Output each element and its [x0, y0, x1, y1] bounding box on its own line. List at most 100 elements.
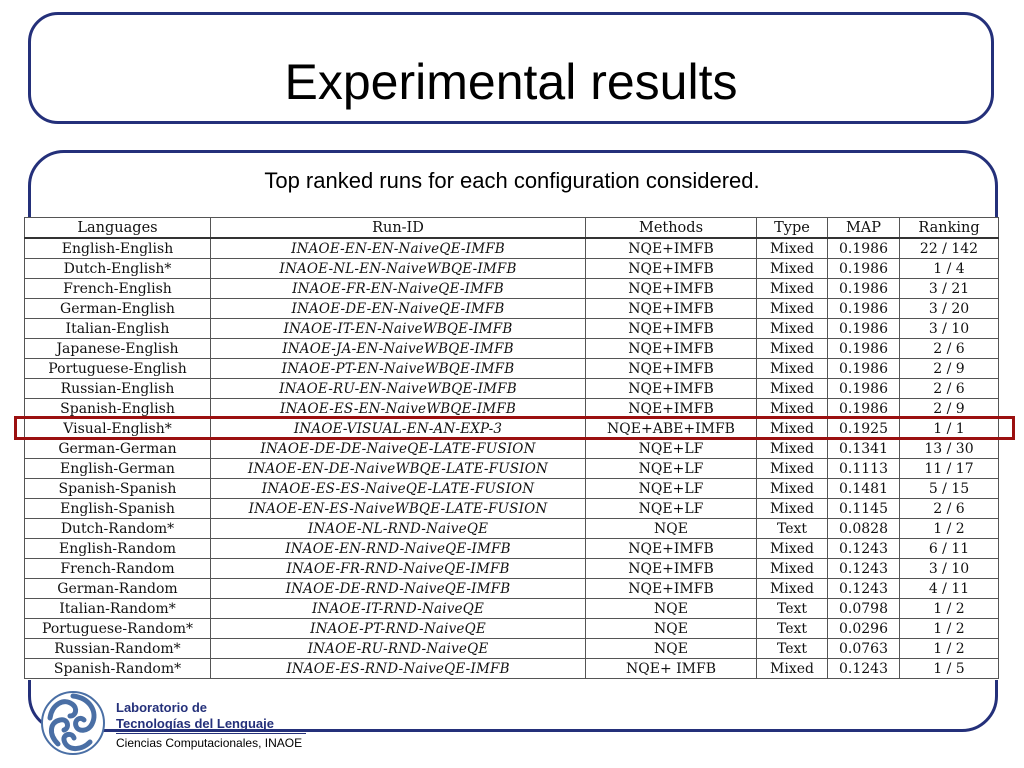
cell-type: Text [756, 618, 828, 639]
results-table: Languages Run-ID Methods Type MAP Rankin… [24, 217, 999, 679]
footer-divider [116, 733, 306, 734]
cell-run-id: INAOE-FR-EN-NaiveQE-IMFB [210, 278, 586, 299]
cell-ranking: 2 / 6 [899, 498, 999, 519]
cell-methods: NQE+IMFB [585, 398, 757, 419]
cell-languages: English-English [24, 237, 211, 259]
cell-map: 0.1145 [827, 498, 900, 519]
table-row: Russian-English INAOE-RU-EN-NaiveWBQE-IMF… [24, 378, 999, 399]
cell-map: 0.1113 [827, 458, 900, 479]
cell-run-id: INAOE-RU-EN-NaiveWBQE-IMFB [210, 378, 586, 399]
table-row: Dutch-Random* INAOE-NL-RND-NaiveQE NQE Text… [24, 518, 999, 539]
table-row: English-Spanish INAOE-EN-ES-NaiveWBQE-LAT… [24, 498, 999, 519]
inaoe-spiral-logo-icon [41, 691, 105, 755]
cell-run-id: INAOE-NL-EN-NaiveWBQE-IMFB [210, 258, 586, 279]
cell-type: Mixed [756, 378, 828, 399]
cell-ranking: 2 / 6 [899, 378, 999, 399]
cell-run-id: INAOE-PT-RND-NaiveQE [210, 618, 586, 639]
cell-ranking: 1 / 4 [899, 258, 999, 279]
column-header-map: MAP [827, 217, 900, 239]
cell-type: Mixed [756, 538, 828, 559]
cell-map: 0.1481 [827, 478, 900, 499]
cell-run-id: INAOE-VISUAL-EN-AN-EXP-3 [210, 418, 586, 439]
column-header-ranking: Ranking [899, 217, 999, 239]
table-body: English-English INAOE-EN-EN-NaiveQE-IMFB N… [24, 237, 999, 679]
cell-map: 0.1986 [827, 318, 900, 339]
cell-run-id: INAOE-FR-RND-NaiveQE-IMFB [210, 558, 586, 579]
cell-ranking: 13 / 30 [899, 438, 999, 459]
lab-name-line2: Tecnologías del Lenguaje [116, 716, 274, 731]
table-row: French-English INAOE-FR-EN-NaiveQE-IMFB NQ… [24, 278, 999, 299]
table-row: Spanish-English INAOE-ES-EN-NaiveWBQE-IMF… [24, 398, 999, 419]
cell-methods: NQE+IMFB [585, 278, 757, 299]
table-row: Spanish-Spanish INAOE-ES-ES-NaiveQE-LATE-… [24, 478, 999, 499]
cell-map: 0.1986 [827, 338, 900, 359]
cell-methods: NQE+IMFB [585, 258, 757, 279]
table-row: English-English INAOE-EN-EN-NaiveQE-IMFB N… [24, 237, 999, 259]
cell-methods: NQE+ IMFB [585, 658, 757, 679]
cell-map: 0.1925 [827, 418, 900, 439]
cell-methods: NQE+IMFB [585, 538, 757, 559]
cell-ranking: 2 / 9 [899, 398, 999, 419]
cell-run-id: INAOE-EN-EN-NaiveQE-IMFB [210, 237, 586, 259]
cell-type: Mixed [756, 278, 828, 299]
cell-languages: Dutch-Random* [24, 518, 211, 539]
cell-run-id: INAOE-ES-RND-NaiveQE-IMFB [210, 658, 586, 679]
cell-run-id: INAOE-IT-EN-NaiveWBQE-IMFB [210, 318, 586, 339]
cell-type: Text [756, 598, 828, 619]
cell-ranking: 1 / 2 [899, 518, 999, 539]
cell-methods: NQE+IMFB [585, 578, 757, 599]
cell-type: Mixed [756, 237, 828, 259]
cell-languages: Spanish-English [24, 398, 211, 419]
cell-ranking: 1 / 2 [899, 638, 999, 659]
table-row: Dutch-English* INAOE-NL-EN-NaiveWBQE-IMFB… [24, 258, 999, 279]
lab-name-line1: Laboratorio de [116, 700, 208, 715]
cell-map: 0.1243 [827, 658, 900, 679]
table-row: Japanese-English INAOE-JA-EN-NaiveWBQE-IM… [24, 338, 999, 359]
cell-languages: Spanish-Spanish [24, 478, 211, 499]
cell-map: 0.1986 [827, 278, 900, 299]
cell-languages: English-Random [24, 538, 211, 559]
table-row: Italian-Random* INAOE-IT-RND-NaiveQE NQE Te… [24, 598, 999, 619]
cell-methods: NQE+IMFB [585, 378, 757, 399]
cell-type: Mixed [756, 578, 828, 599]
cell-languages: Spanish-Random* [24, 658, 211, 679]
cell-type: Mixed [756, 338, 828, 359]
cell-ranking: 4 / 11 [899, 578, 999, 599]
cell-run-id: INAOE-EN-ES-NaiveWBQE-LATE-FUSION [210, 498, 586, 519]
cell-run-id: INAOE-EN-DE-NaiveWBQE-LATE-FUSION [210, 458, 586, 479]
cell-type: Mixed [756, 658, 828, 679]
cell-languages: French-Random [24, 558, 211, 579]
cell-type: Text [756, 638, 828, 659]
cell-map: 0.1243 [827, 558, 900, 579]
cell-methods: NQE+IMFB [585, 338, 757, 359]
cell-languages: Italian-Random* [24, 598, 211, 619]
cell-methods: NQE+IMFB [585, 358, 757, 379]
cell-map: 0.1986 [827, 298, 900, 319]
cell-run-id: INAOE-PT-EN-NaiveWBQE-IMFB [210, 358, 586, 379]
cell-methods: NQE [585, 638, 757, 659]
table-caption: Top ranked runs for each configuration c… [264, 168, 760, 193]
cell-ranking: 1 / 2 [899, 618, 999, 639]
cell-ranking: 3 / 10 [899, 558, 999, 579]
cell-methods: NQE [585, 598, 757, 619]
table-row: Italian-English INAOE-IT-EN-NaiveWBQE-IMF… [24, 318, 999, 339]
table-row: French-Random INAOE-FR-RND-NaiveQE-IMFB NQ… [24, 558, 999, 579]
cell-map: 0.1986 [827, 258, 900, 279]
cell-map: 0.1341 [827, 438, 900, 459]
cell-run-id: INAOE-RU-RND-NaiveQE [210, 638, 586, 659]
cell-run-id: INAOE-DE-EN-NaiveQE-IMFB [210, 298, 586, 319]
cell-methods: NQE [585, 518, 757, 539]
cell-methods: NQE+LF [585, 478, 757, 499]
cell-methods: NQE+IMFB [585, 298, 757, 319]
cell-map: 0.0798 [827, 598, 900, 619]
cell-type: Mixed [756, 458, 828, 479]
cell-ranking: 5 / 15 [899, 478, 999, 499]
cell-ranking: 22 / 142 [899, 237, 999, 259]
cell-run-id: INAOE-DE-DE-NaiveQE-LATE-FUSION [210, 438, 586, 459]
cell-languages: Japanese-English [24, 338, 211, 359]
cell-ranking: 2 / 9 [899, 358, 999, 379]
cell-map: 0.1243 [827, 538, 900, 559]
institution-name: Ciencias Computacionales, INAOE [116, 736, 303, 750]
cell-languages: Russian-Random* [24, 638, 211, 659]
cell-map: 0.1243 [827, 578, 900, 599]
